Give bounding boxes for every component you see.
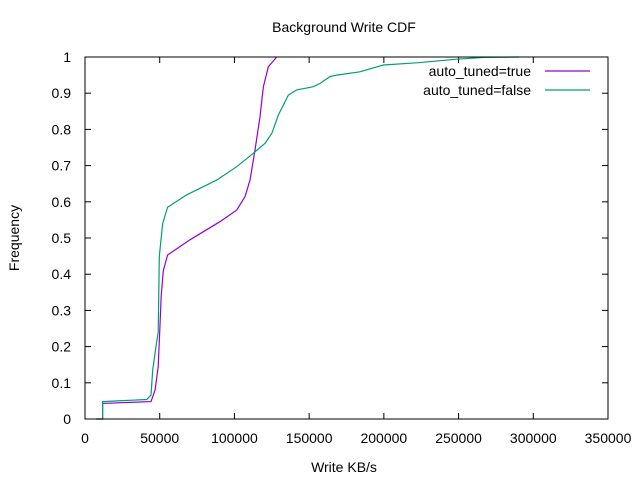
y-tick-label: 0.6: [52, 194, 72, 210]
x-tick-label: 0: [81, 430, 89, 446]
y-tick-label: 0.9: [52, 85, 72, 101]
plot-border: [84, 56, 609, 420]
y-tick-label: 0.2: [52, 339, 72, 355]
x-tick-label: 250000: [435, 430, 482, 446]
y-tick-label: 0.3: [52, 302, 72, 318]
series-line-0: [96, 56, 278, 420]
y-tick-label: 0.1: [52, 375, 72, 391]
y-tick-label: 1: [63, 49, 71, 65]
y-axis-label: Frequency: [6, 205, 22, 271]
x-tick-label: 50000: [140, 430, 179, 446]
y-tick-label: 0.4: [52, 266, 72, 282]
x-tick-label: 300000: [510, 430, 557, 446]
y-tick-label: 0.5: [52, 230, 72, 246]
y-tick-label: 0.8: [52, 121, 72, 137]
x-tick-label: 200000: [360, 430, 407, 446]
x-axis-label: Write KB/s: [311, 459, 377, 475]
x-tick-label: 350000: [585, 430, 632, 446]
chart-title: Background Write CDF: [272, 19, 416, 35]
legend-label: auto_tuned=false: [423, 82, 531, 98]
legend: auto_tuned=true auto_tuned=false: [423, 63, 590, 98]
x-tick-label: 150000: [286, 430, 333, 446]
legend-label: auto_tuned=true: [429, 63, 532, 79]
series-line-1: [96, 56, 520, 420]
y-tick-label: 0.7: [52, 158, 72, 174]
x-tick-label: 100000: [211, 430, 258, 446]
y-tick-label: 0: [63, 411, 71, 427]
